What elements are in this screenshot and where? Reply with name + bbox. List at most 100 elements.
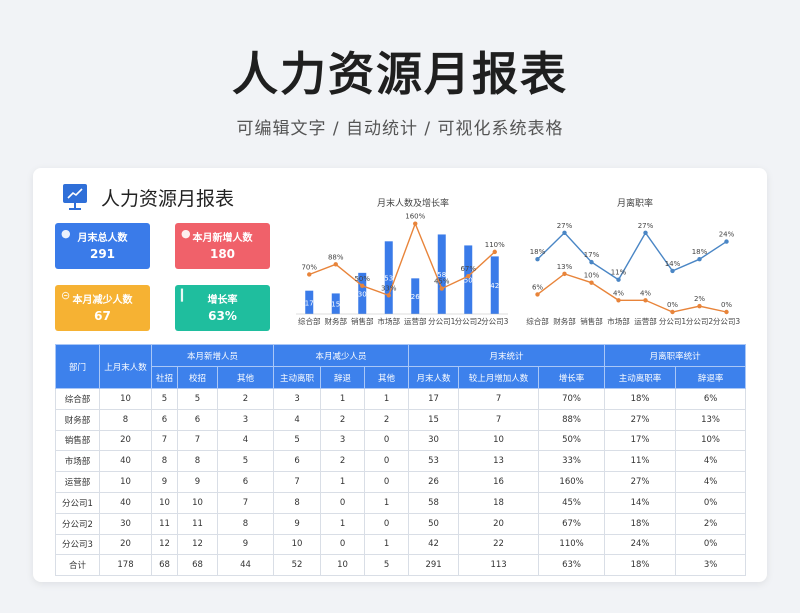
table-cell: 13% [675, 408, 747, 431]
x-tick-label: 分公司1 [428, 317, 455, 326]
table-cell: 10% [675, 429, 747, 452]
th-last: 上月末人数 [99, 344, 152, 389]
active-rate-line [537, 231, 727, 281]
table-cell: 12 [151, 533, 178, 556]
bar [305, 290, 314, 314]
bar-value-label: 17 [305, 299, 314, 307]
table-cell: 4% [675, 450, 747, 473]
table-cell: 8 [177, 450, 218, 473]
table-cell: 7 [273, 471, 322, 493]
table-cell: 26 [408, 471, 460, 493]
table-row: 运营部 10 9 9 6 7 1 0 26 16 160% 27% 4% [55, 471, 747, 493]
table-cell: 20 [99, 533, 152, 556]
table-cell: 30 [99, 512, 152, 535]
table-cell: 24% [604, 533, 677, 556]
dismiss-rate-point [535, 292, 540, 297]
x-tick-label: 销售部 [580, 316, 603, 326]
table-cell: 22 [458, 533, 540, 556]
table-cell: 9 [151, 471, 178, 493]
x-tick-label: 市场部 [607, 316, 630, 326]
kpi-value: 180 [209, 247, 236, 261]
table-cell: 6 [273, 450, 322, 473]
x-tick-label: 财务部 [553, 316, 576, 326]
table-cell: 2 [364, 408, 410, 431]
table-cell: 63% [538, 554, 606, 577]
table-total-row: 合计 178 68 68 44 52 10 5 291 113 63% 18% 3% [55, 554, 747, 577]
th-other1: 其他 [216, 366, 275, 389]
table-cell: 33% [538, 450, 606, 473]
table-cell: 50 [408, 512, 460, 535]
table-row: 综合部 10 5 5 2 3 1 1 17 7 70% 18% 6% [55, 388, 747, 410]
bar [384, 241, 393, 314]
active-rate-point [589, 259, 594, 265]
table-cell: 2% [675, 512, 747, 535]
table-cell: 10 [151, 491, 178, 514]
table-cell: 综合部 [55, 388, 100, 410]
growth-point [333, 262, 338, 267]
table-cell: 3 [320, 429, 366, 452]
growth-label: 50% [354, 275, 370, 283]
table-cell: 8 [273, 491, 322, 514]
table-cell: 3% [675, 554, 747, 577]
growth-point [439, 286, 444, 291]
table-cell: 10 [177, 491, 218, 514]
kpi-value: 67 [94, 309, 111, 323]
table-cell: 70% [538, 388, 606, 410]
table-cell: 52 [273, 554, 322, 577]
table-cell: 10 [273, 533, 322, 556]
table-cell: 110% [538, 533, 606, 556]
dismiss-rate-label: 13% [557, 263, 573, 271]
th-dept: 部门 [55, 344, 100, 389]
growth-label: 33% [381, 284, 397, 292]
x-tick-label: 分公司3 [713, 317, 740, 326]
table-cell: 8 [216, 512, 275, 535]
presentation-chart-icon [63, 184, 87, 210]
table-cell: 16 [458, 471, 540, 493]
table-row: 分公司2 30 11 11 8 9 1 0 50 20 67% 18% 2% [55, 512, 747, 535]
table-cell: 20 [99, 429, 152, 452]
table-cell: 0 [320, 491, 366, 514]
person-add-icon: ● [181, 227, 191, 240]
table-cell: 18% [604, 512, 677, 535]
dismiss-rate-point [670, 309, 675, 315]
dismiss-rate-point [589, 280, 594, 285]
table-cell: 10 [320, 554, 366, 577]
table-cell: 5 [216, 450, 275, 473]
table-cell: 4 [273, 408, 322, 431]
table-cell: 1 [320, 388, 366, 410]
minus-circle-icon: ⊝ [61, 289, 71, 302]
table-cell: 10 [99, 471, 152, 493]
table-cell: 合计 [55, 554, 100, 577]
th-reduce: 本月减少人员 [273, 344, 410, 367]
active-rate-point [535, 257, 540, 262]
table-cell: 12 [177, 533, 218, 556]
table-cell: 18 [458, 491, 540, 514]
table-cell: 30 [408, 429, 460, 452]
table-cell: 5 [364, 554, 410, 577]
table-cell: 1 [364, 491, 410, 514]
kpi-growth: ▎ 增长率 63% [175, 285, 270, 331]
table-cell: 2 [320, 408, 366, 431]
bar-value-label: 15 [331, 301, 340, 309]
x-tick-label: 综合部 [298, 316, 321, 326]
table-cell: 88% [538, 408, 606, 431]
kpi-reduce: ⊝ 本月减少人数 67 [55, 285, 150, 331]
table-cell: 市场部 [55, 450, 100, 473]
active-rate-label: 17% [584, 251, 600, 259]
table-cell: 9 [177, 471, 218, 493]
table-cell: 13 [458, 450, 540, 473]
th-active: 主动离职 [273, 366, 322, 389]
table-cell: 18% [604, 554, 677, 577]
table-cell: 10 [458, 429, 540, 452]
kpi-label: 本月新增人数 [192, 233, 253, 244]
table-cell: 5 [273, 429, 322, 452]
th-dismissrate: 辞退率 [675, 366, 747, 389]
card-header: 人力资源月报表 [63, 182, 234, 212]
table-cell: 113 [458, 554, 540, 577]
table-row: 销售部 20 7 7 4 5 3 0 30 10 50% 17% 10% [55, 429, 747, 452]
table-cell: 分公司1 [55, 491, 100, 514]
active-rate-point [643, 230, 648, 235]
dismiss-rate-point [697, 303, 702, 309]
active-rate-label: 18% [530, 248, 546, 256]
table-cell: 运营部 [55, 471, 100, 493]
